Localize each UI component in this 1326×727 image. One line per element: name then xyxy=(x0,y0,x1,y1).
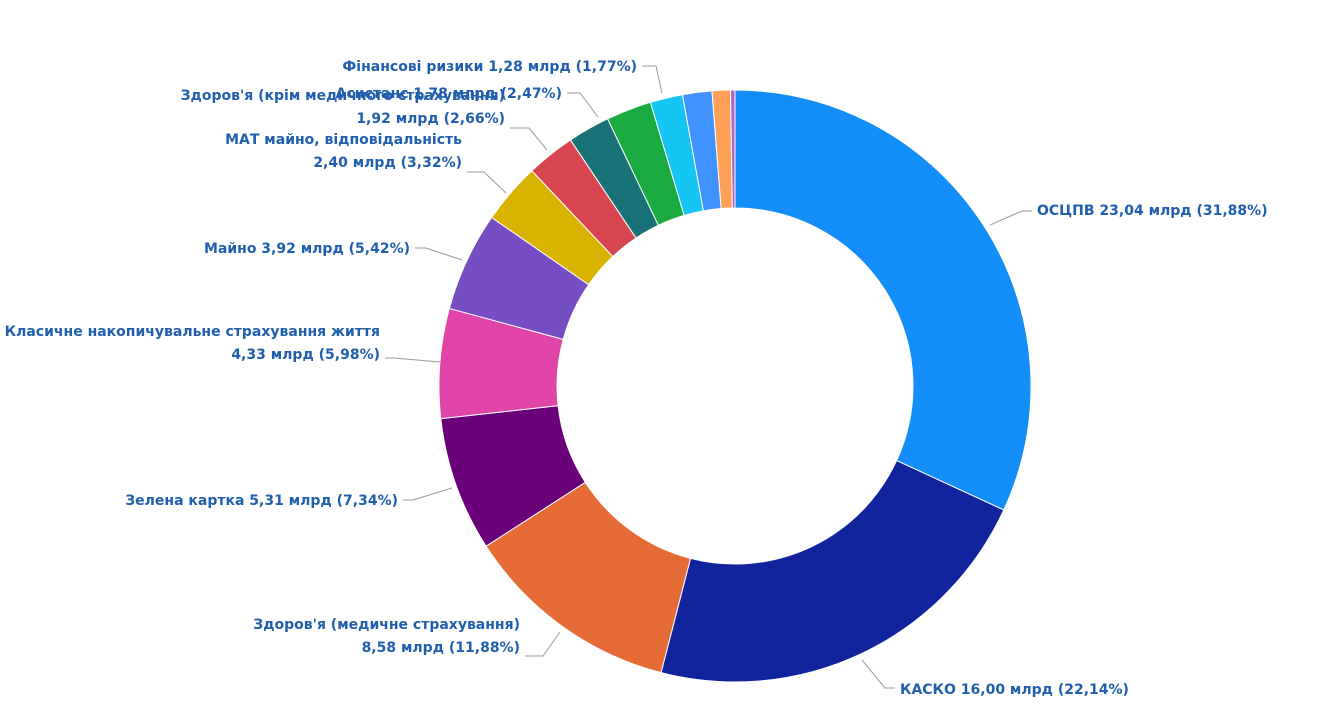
slice-label-6-line-1: 2,40 млрд (3,32%) xyxy=(313,155,462,171)
slice-1[interactable] xyxy=(660,459,1005,683)
leader-line-2 xyxy=(525,631,561,657)
slice-label-10-line-0: Фінансові ризики 1,28 млрд (1,77%) xyxy=(342,59,637,75)
slice-label-4-line-0: Класичне накопичувальне страхування житт… xyxy=(5,324,380,340)
leader-line-7 xyxy=(510,127,548,151)
slice-labels: ОСЦПВ 23,04 млрд (31,88%) КАСКО 16,00 млр… xyxy=(5,59,1268,698)
slice-label-4-line-1: 4,33 млрд (5,98%) xyxy=(231,347,380,363)
leader-lines xyxy=(385,65,1032,689)
slice-label-5-line-0: Майно 3,92 млрд (5,42%) xyxy=(204,241,410,257)
slice-label-7-line-0: Здоров'я (крім медичного страхування) xyxy=(181,88,505,104)
leader-line-4 xyxy=(385,357,441,363)
slices xyxy=(438,89,1032,683)
leader-line-5 xyxy=(415,247,463,261)
slice-label-2-line-0: Здоров'я (медичне страхування) xyxy=(253,617,520,633)
leader-line-6 xyxy=(467,171,507,194)
leader-line-9 xyxy=(567,92,599,118)
slice-label-0-line-0: ОСЦПВ 23,04 млрд (31,88%) xyxy=(1037,203,1268,219)
leader-line-10 xyxy=(642,65,663,94)
leader-line-0 xyxy=(989,210,1032,226)
slice-label-6-line-0: МАТ майно, відповідальність xyxy=(225,132,462,148)
slice-label-1-line-0: КАСКО 16,00 млрд (22,14%) xyxy=(900,682,1129,698)
leader-line-3 xyxy=(403,487,453,501)
slice-13[interactable] xyxy=(730,89,736,209)
slice-label-9-line-0: Асистанс 1,78 млрд (2,47%) xyxy=(336,86,562,102)
leader-line-1 xyxy=(861,659,895,689)
slice-label-2-line-1: 8,58 млрд (11,88%) xyxy=(362,640,520,656)
slice-label-7-line-1: 1,92 млрд (2,66%) xyxy=(356,111,505,127)
slice-label-3-line-0: Зелена картка 5,31 млрд (7,34%) xyxy=(125,493,398,509)
slice-0[interactable] xyxy=(734,89,1032,511)
